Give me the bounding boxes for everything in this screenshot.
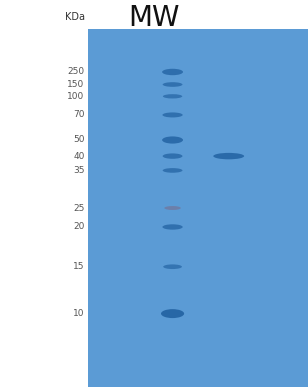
Text: 25: 25 — [73, 204, 85, 212]
Ellipse shape — [162, 113, 183, 117]
Ellipse shape — [161, 309, 184, 318]
Text: 20: 20 — [73, 223, 85, 231]
Ellipse shape — [163, 82, 182, 87]
Ellipse shape — [213, 153, 244, 159]
Text: MW: MW — [128, 4, 179, 32]
FancyBboxPatch shape — [88, 29, 308, 387]
Ellipse shape — [162, 224, 183, 229]
Text: 250: 250 — [67, 67, 85, 77]
Ellipse shape — [164, 206, 181, 210]
Text: 15: 15 — [73, 262, 85, 271]
Text: 40: 40 — [73, 152, 85, 161]
Ellipse shape — [163, 168, 182, 173]
Text: 100: 100 — [67, 92, 85, 101]
Ellipse shape — [163, 94, 182, 98]
Ellipse shape — [162, 69, 183, 75]
Text: 70: 70 — [73, 110, 85, 120]
Text: 150: 150 — [67, 80, 85, 89]
Text: KDa: KDa — [65, 12, 85, 22]
Ellipse shape — [162, 137, 183, 144]
Ellipse shape — [163, 264, 182, 269]
Text: 35: 35 — [73, 166, 85, 175]
Ellipse shape — [163, 153, 182, 159]
Text: 50: 50 — [73, 135, 85, 144]
Text: 10: 10 — [73, 309, 85, 318]
